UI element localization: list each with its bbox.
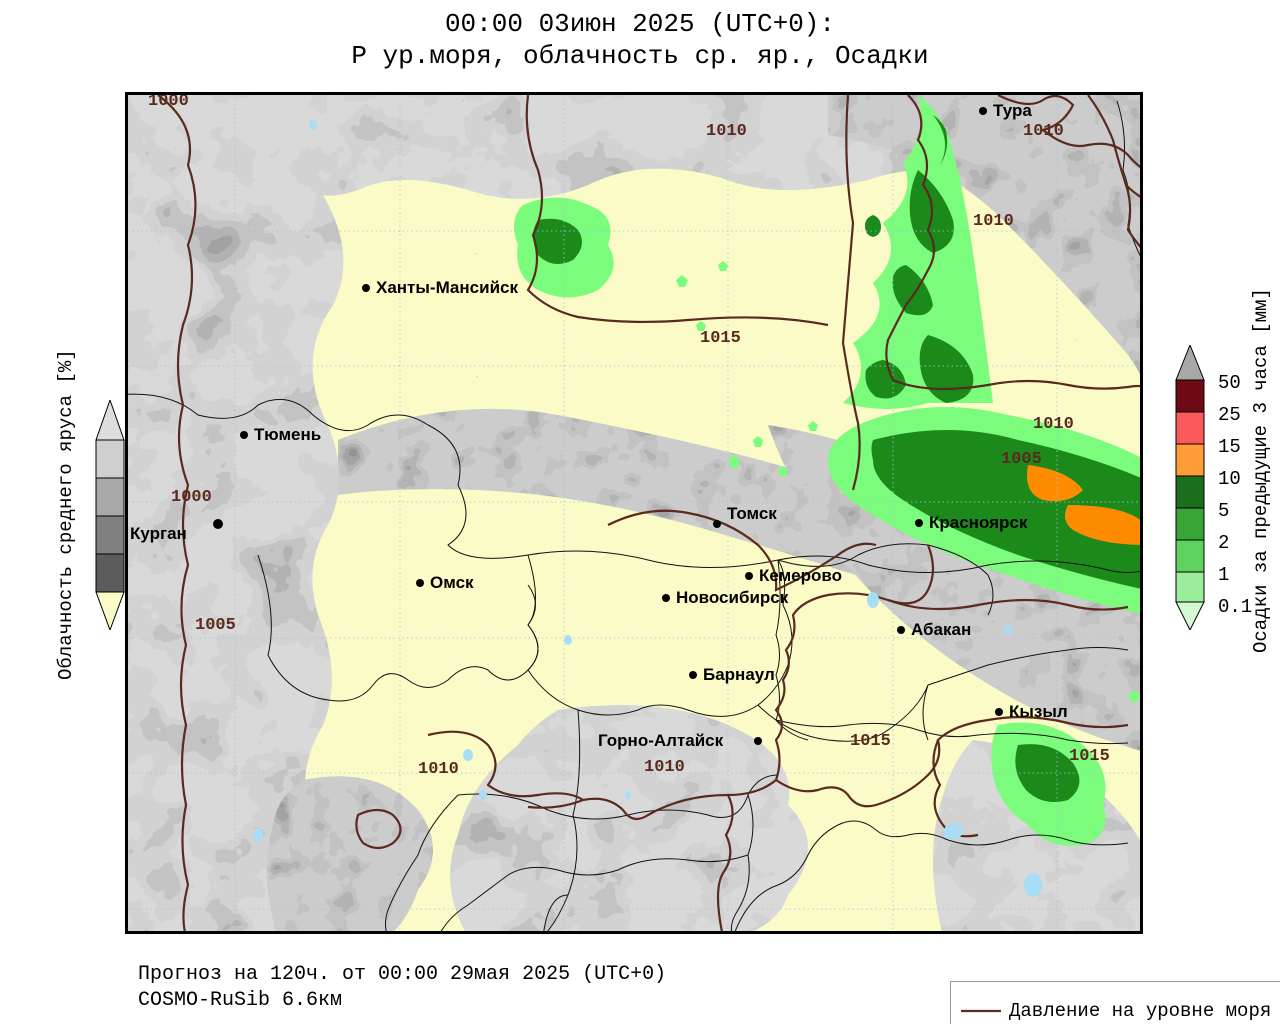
svg-text:1010: 1010 <box>706 122 747 141</box>
svg-text:Горно-Алтайск: Горно-Алтайск <box>598 731 724 750</box>
svg-text:1015: 1015 <box>1069 747 1110 766</box>
svg-text:Абакан: Абакан <box>911 620 971 639</box>
svg-text:Красноярск: Красноярск <box>929 513 1028 532</box>
svg-text:1015: 1015 <box>700 329 741 348</box>
svg-text:Новосибирск: Новосибирск <box>676 588 789 607</box>
svg-text:1000: 1000 <box>171 488 212 507</box>
svg-text:Курган: Курган <box>130 524 187 543</box>
svg-text:1010: 1010 <box>418 760 459 779</box>
svg-text:1005: 1005 <box>1001 450 1042 469</box>
svg-text:Тюмень: Тюмень <box>254 425 321 444</box>
svg-text:1010: 1010 <box>1023 122 1064 141</box>
svg-text:Тура: Тура <box>993 101 1032 120</box>
svg-text:1000: 1000 <box>148 95 189 111</box>
svg-text:Ханты-Мансийск: Ханты-Мансийск <box>376 278 518 297</box>
svg-text:Омск: Омск <box>430 573 474 592</box>
svg-text:1010: 1010 <box>644 758 685 777</box>
svg-text:Барнаул: Барнаул <box>703 665 775 684</box>
svg-text:Кызыл: Кызыл <box>1009 702 1068 721</box>
svg-text:1010: 1010 <box>1033 415 1074 434</box>
svg-text:1005: 1005 <box>195 616 236 635</box>
svg-text:Томск: Томск <box>727 504 777 523</box>
svg-text:1010: 1010 <box>973 212 1014 231</box>
svg-text:Кемерово: Кемерово <box>759 566 842 585</box>
svg-text:1015: 1015 <box>850 732 891 751</box>
